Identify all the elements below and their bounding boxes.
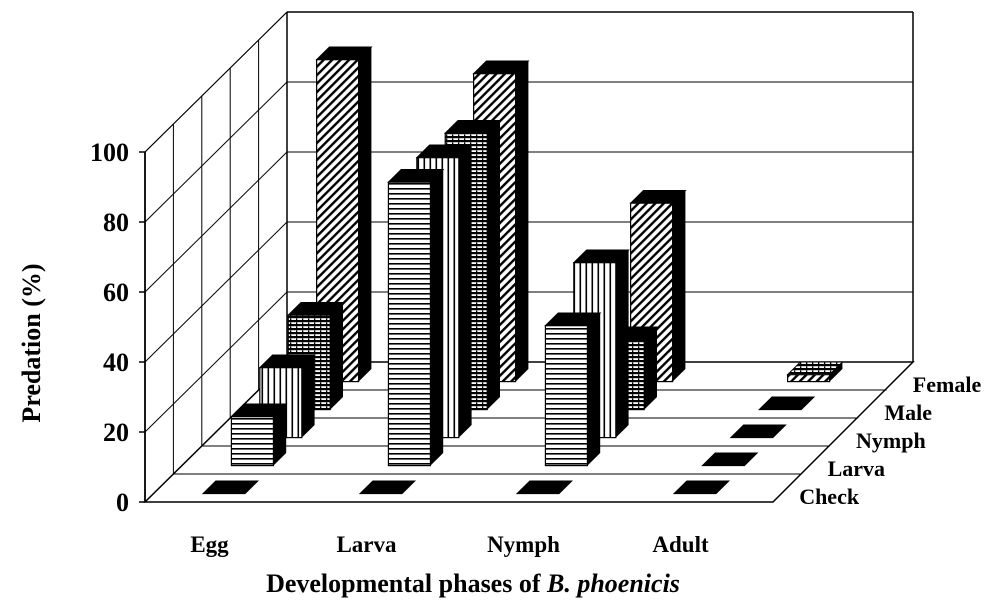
gridline-side [144, 221, 288, 363]
x-axis-title: Developmental phases of B. phoenicis [266, 569, 680, 598]
gridline-side [144, 291, 288, 433]
category-label: Egg [190, 532, 229, 557]
bar-top [472, 60, 530, 75]
bar [672, 480, 731, 495]
y-tick-label: 20 [103, 418, 129, 447]
bar [358, 480, 417, 495]
bar-side [430, 169, 444, 466]
bar [201, 480, 260, 495]
side-top-edge [144, 11, 288, 153]
series-labels: Check Larva Nymph Male Female [799, 372, 981, 509]
y-axis-title: Predation (%) [17, 263, 46, 422]
side-wall [145, 12, 287, 502]
bar-side [615, 250, 629, 438]
bar-side [358, 47, 372, 382]
category-label: Larva [336, 532, 397, 557]
chart-frame [139, 11, 914, 503]
bar-top [701, 452, 759, 467]
bar-side [487, 120, 500, 410]
category-label: Adult [652, 532, 709, 557]
bar [758, 396, 816, 411]
bar-top [758, 396, 816, 411]
bar-top [729, 424, 787, 439]
gridline-side [144, 81, 288, 223]
series-label: Female [913, 372, 982, 397]
bar-front [544, 325, 589, 467]
series-label: Nymph [856, 428, 926, 453]
bar-side [458, 145, 472, 438]
bar-side [515, 61, 529, 382]
bar-top [444, 120, 502, 134]
x-axis-title-species: B. phoenicis [546, 569, 680, 598]
bar-top [629, 190, 687, 204]
bar-top [786, 361, 844, 376]
category-labels: Egg Larva Nymph Adult [190, 532, 709, 557]
bar-top [358, 480, 417, 495]
bar [387, 169, 445, 467]
bar-top [230, 403, 288, 418]
bar-front [787, 374, 831, 383]
bar-side [273, 404, 287, 466]
bar-side [829, 362, 843, 382]
bars [201, 46, 844, 495]
bar [701, 452, 759, 467]
gridline-side [144, 151, 288, 293]
bar-top [544, 312, 602, 327]
bar-side [672, 190, 686, 382]
y-tick-label: 0 [116, 488, 129, 517]
bar-front [387, 181, 432, 467]
bar-side [330, 302, 343, 410]
bar [786, 361, 844, 383]
bar [515, 480, 574, 495]
bar-top [315, 46, 373, 61]
bar-top [672, 480, 731, 495]
bar [544, 312, 602, 467]
category-label: Nymph [487, 532, 560, 557]
bar [729, 424, 787, 439]
bar-top [415, 144, 473, 159]
y-tick-labels: 0 20 40 60 80 100 [90, 138, 129, 517]
bar-top [572, 249, 630, 264]
y-tick-label: 60 [103, 278, 129, 307]
series-label: Male [884, 400, 932, 425]
bar [230, 403, 288, 467]
bar-front [230, 416, 275, 467]
bar-side [301, 355, 315, 438]
y-tick-label: 100 [90, 138, 129, 167]
bar-top [515, 480, 574, 495]
bar-side [587, 313, 601, 466]
bar-top [287, 302, 345, 316]
y-tick-label: 40 [103, 348, 129, 377]
x-axis-title-prefix: Developmental phases of [266, 569, 547, 598]
bar-top [387, 169, 445, 183]
bar-side [644, 327, 657, 410]
series-label: Check [799, 484, 860, 509]
series-label: Larva [828, 456, 885, 481]
bar-top [201, 480, 260, 495]
y-tick-label: 80 [103, 208, 129, 237]
